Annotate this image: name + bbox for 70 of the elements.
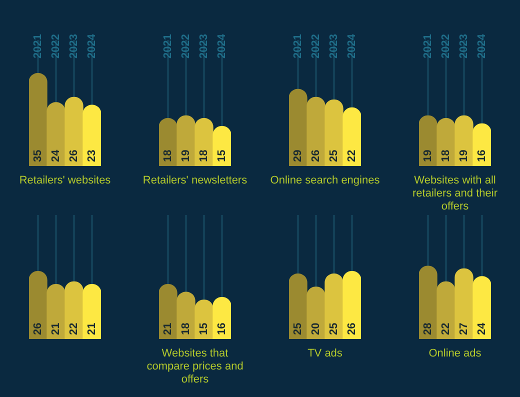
data-label: 26 [310, 150, 322, 162]
data-label: 18 [162, 150, 174, 162]
data-label: 25 [328, 322, 340, 335]
text: Websites that compare prices and offers [146, 348, 244, 386]
data-label: 19 [180, 150, 192, 162]
x-tick-label: 2023 [198, 34, 210, 58]
text: TV ads [308, 348, 343, 360]
bar [324, 99, 344, 166]
text: Retailers' newsletters [142, 174, 248, 187]
bar [472, 276, 491, 339]
bar [306, 96, 326, 166]
data-label: 27 [458, 322, 470, 335]
data-label: 25 [328, 150, 340, 162]
data-label: 15 [216, 150, 228, 162]
bar [454, 268, 474, 339]
bar [342, 107, 361, 166]
data-label: 26 [346, 322, 358, 335]
x-tick-label: 2024 [476, 33, 488, 58]
bar [64, 96, 84, 166]
text: Online ads [428, 348, 482, 360]
x-tick-label: 2023 [328, 34, 340, 58]
x-tick-label: 2021 [292, 34, 304, 58]
x-tick-label: 2023 [458, 34, 470, 58]
data-label: 21 [50, 322, 62, 335]
text: Websites with all retailers and their offers [412, 174, 498, 213]
data-label: 16 [216, 322, 228, 335]
data-label: 28 [422, 322, 434, 335]
bar [212, 296, 231, 339]
data-label: 19 [458, 150, 470, 162]
data-label: 18 [198, 150, 210, 162]
data-label: 35 [32, 150, 44, 162]
data-label: 19 [422, 150, 434, 162]
data-label: 21 [86, 322, 98, 335]
data-label: 25 [292, 322, 304, 335]
text: Online search engines [270, 174, 380, 187]
x-tick-label: 2023 [68, 34, 80, 58]
bar [82, 104, 101, 166]
data-label: 15 [198, 322, 210, 335]
bar [289, 88, 308, 166]
data-label: 24 [50, 148, 62, 162]
text: Retailers' websites [19, 174, 112, 187]
data-label: 18 [440, 150, 452, 162]
data-label: 20 [310, 322, 322, 335]
x-tick-label: 2022 [180, 34, 192, 58]
data-label: 23 [86, 150, 98, 162]
bar [29, 73, 48, 166]
data-label: 21 [162, 322, 174, 335]
data-label: 26 [68, 150, 80, 162]
x-tick-label: 2022 [50, 34, 62, 58]
x-tick-label: 2024 [216, 33, 228, 58]
bar [176, 292, 196, 339]
x-tick-label: 2021 [162, 34, 174, 58]
x-tick-label: 2024 [346, 33, 358, 58]
bar [436, 281, 456, 339]
data-label: 22 [440, 322, 452, 335]
bar [46, 102, 66, 166]
bar [159, 284, 178, 339]
data-label: 24 [476, 322, 488, 335]
data-label: 18 [180, 322, 192, 335]
data-label: 16 [476, 150, 488, 162]
data-label: 29 [292, 150, 304, 162]
x-tick-label: 2022 [310, 34, 322, 58]
x-tick-label: 2021 [32, 34, 44, 58]
x-tick-label: 2021 [422, 34, 434, 58]
x-tick-label: 2024 [86, 33, 98, 58]
bar [419, 266, 438, 339]
x-tick-label: 2022 [440, 34, 452, 58]
data-label: 22 [346, 150, 358, 162]
data-label: 22 [68, 322, 80, 335]
data-label: 26 [32, 322, 44, 335]
